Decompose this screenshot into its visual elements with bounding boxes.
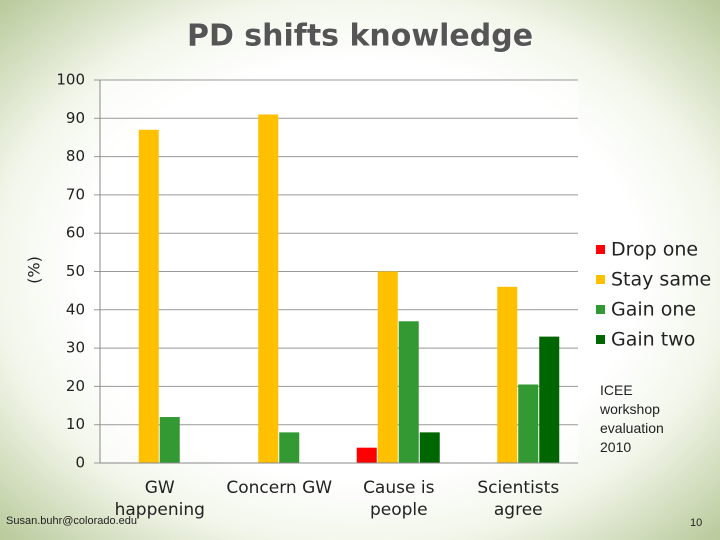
bar	[279, 432, 300, 463]
bar	[159, 417, 180, 463]
page-number: 10	[690, 517, 703, 529]
y-tick-label: 60	[66, 224, 85, 242]
y-tick-label: 30	[66, 339, 85, 357]
y-tick-label: 20	[66, 377, 85, 395]
footer: Susan.buhr@colorado.edu	[6, 515, 138, 527]
legend-label: Gain two	[611, 329, 695, 351]
bar	[419, 432, 440, 463]
y-tick-label: 70	[66, 185, 85, 203]
bar	[377, 271, 398, 463]
y-axis-label: (%)	[25, 256, 44, 284]
y-tick-label: 90	[66, 109, 85, 127]
chart-title: PD shifts knowledge	[187, 19, 533, 54]
annotation: ICEE workshop evaluation 2010	[600, 382, 664, 455]
y-tick-label: 0	[75, 454, 85, 472]
x-tick-label: Concern GW	[226, 478, 333, 498]
x-tick-label: GW happening	[114, 478, 205, 520]
bar	[539, 336, 560, 463]
x-tick-label: Scientists agree	[477, 478, 560, 520]
y-tick-label: 40	[66, 300, 85, 318]
legend-label: Stay same	[611, 269, 711, 291]
y-tick-label: 100	[56, 71, 85, 89]
bar	[356, 447, 377, 463]
bar	[258, 114, 279, 463]
y-tick-label: 80	[66, 147, 85, 165]
bar	[518, 384, 539, 463]
x-tick-label: Cause is people	[363, 478, 435, 520]
legend-swatch	[596, 335, 605, 344]
legend-swatch	[596, 275, 605, 284]
legend-label: Drop one	[611, 239, 698, 261]
y-tick-label: 50	[66, 262, 85, 280]
legend-swatch	[596, 305, 605, 314]
legend-label: Gain one	[611, 299, 696, 321]
y-tick-label: 10	[66, 415, 85, 433]
bar	[497, 286, 518, 463]
legend-swatch	[596, 245, 605, 254]
bar	[398, 321, 419, 463]
bar	[138, 129, 159, 464]
